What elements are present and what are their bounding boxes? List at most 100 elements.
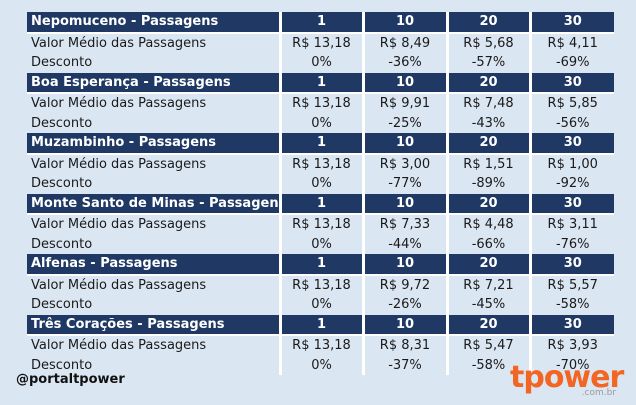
header-ticket-count: 10 [361, 314, 447, 336]
header-ticket-count: 10 [361, 254, 447, 276]
average-fare-cell: R$ 13,18 [278, 32, 363, 53]
group-header-row: Nepomuceno - Passagens 1 10 20 30 [27, 12, 614, 34]
discount-cell: -37% [361, 355, 447, 375]
average-fare-cell: R$ 7,48 [445, 93, 530, 114]
average-fare-cell: R$ 5,57 [528, 274, 614, 295]
discount-cell: 0% [278, 53, 363, 73]
discount-cell: -58% [528, 295, 614, 315]
average-fare-cell: R$ 9,91 [361, 93, 447, 114]
header-ticket-count: 10 [361, 12, 447, 34]
discount-cell: -92% [528, 174, 614, 194]
group-title: Alfenas - Passagens [27, 254, 280, 276]
value-row: Valor Médio das Passagens R$ 13,18 R$ 8,31… [27, 335, 614, 356]
fare-table-container: Nepomuceno - Passagens 1 10 20 30 Valor Médio… [27, 12, 614, 375]
tpower-logo: tpower .com.br [510, 363, 624, 399]
row-label: Valor Médio das Passagens [27, 335, 280, 356]
header-ticket-count: 30 [528, 314, 614, 336]
header-ticket-count: 1 [278, 72, 363, 94]
average-fare-cell: R$ 7,21 [445, 274, 530, 295]
discount-cell: 0% [278, 295, 363, 315]
row-label: Valor Médio das Passagens [27, 214, 280, 235]
discount-cell: -43% [445, 113, 530, 133]
group-title: Muzambinho - Passagens [27, 133, 280, 155]
header-ticket-count: 20 [445, 314, 530, 336]
average-fare-cell: R$ 1,51 [445, 153, 530, 174]
group-header-row: Três Corações - Passagens 1 10 20 30 [27, 314, 614, 336]
logo-domain: .com.br [581, 388, 616, 398]
discount-cell: 0% [278, 174, 363, 194]
row-label: Valor Médio das Passagens [27, 153, 280, 174]
social-handle: @portaltpower [16, 372, 125, 387]
header-ticket-count: 1 [278, 314, 363, 336]
discount-cell: -89% [445, 174, 530, 194]
group-title: Monte Santo de Minas - Passagens [27, 193, 280, 215]
header-ticket-count: 10 [361, 72, 447, 94]
discount-cell: -66% [445, 234, 530, 254]
discount-cell: 0% [278, 355, 363, 375]
value-row: Valor Médio das Passagens R$ 13,18 R$ 9,72… [27, 274, 614, 295]
row-label: Valor Médio das Passagens [27, 93, 280, 114]
row-label: Desconto [27, 113, 280, 133]
discount-cell: 0% [278, 234, 363, 254]
group-header-row: Monte Santo de Minas - Passagens 1 10 20 30 [27, 193, 614, 215]
group-header-row: Boa Esperança - Passagens 1 10 20 30 [27, 72, 614, 94]
discount-row: Desconto 0% -44% -66% -76% [27, 234, 614, 254]
header-ticket-count: 1 [278, 133, 363, 155]
header-ticket-count: 20 [445, 12, 530, 34]
header-ticket-count: 20 [445, 133, 530, 155]
header-ticket-count: 30 [528, 193, 614, 215]
header-ticket-count: 1 [278, 254, 363, 276]
header-ticket-count: 20 [445, 193, 530, 215]
row-label: Desconto [27, 295, 280, 315]
average-fare-cell: R$ 13,18 [278, 93, 363, 114]
row-label: Desconto [27, 355, 280, 375]
discount-cell: -26% [361, 295, 447, 315]
discount-cell: -45% [445, 295, 530, 315]
discount-cell: 0% [278, 113, 363, 133]
header-ticket-count: 20 [445, 72, 530, 94]
average-fare-cell: R$ 9,72 [361, 274, 447, 295]
average-fare-cell: R$ 8,49 [361, 32, 447, 53]
header-ticket-count: 1 [278, 193, 363, 215]
average-fare-cell: R$ 5,85 [528, 93, 614, 114]
header-ticket-count: 30 [528, 133, 614, 155]
average-fare-cell: R$ 5,47 [445, 335, 530, 356]
row-label: Valor Médio das Passagens [27, 32, 280, 53]
group-title: Três Corações - Passagens [27, 314, 280, 336]
average-fare-cell: R$ 3,11 [528, 214, 614, 235]
header-ticket-count: 10 [361, 193, 447, 215]
discount-cell: -36% [361, 53, 447, 73]
discount-cell: -58% [445, 355, 530, 375]
header-ticket-count: 30 [528, 254, 614, 276]
average-fare-cell: R$ 3,00 [361, 153, 447, 174]
value-row: Valor Médio das Passagens R$ 13,18 R$ 3,00… [27, 153, 614, 174]
average-fare-cell: R$ 13,18 [278, 214, 363, 235]
discount-row: Desconto 0% -37% -58% -70% [27, 355, 614, 375]
average-fare-cell: R$ 4,48 [445, 214, 530, 235]
value-row: Valor Médio das Passagens R$ 13,18 R$ 7,33… [27, 214, 614, 235]
discount-cell: -56% [528, 113, 614, 133]
row-label: Desconto [27, 174, 280, 194]
header-ticket-count: 1 [278, 12, 363, 34]
discount-row: Desconto 0% -26% -45% -58% [27, 295, 614, 315]
discount-cell: -25% [361, 113, 447, 133]
average-fare-cell: R$ 7,33 [361, 214, 447, 235]
group-title: Nepomuceno - Passagens [27, 12, 280, 34]
average-fare-cell: R$ 13,18 [278, 335, 363, 356]
average-fare-cell: R$ 8,31 [361, 335, 447, 356]
fare-table: Nepomuceno - Passagens 1 10 20 30 Valor Médio… [27, 12, 614, 375]
discount-row: Desconto 0% -25% -43% -56% [27, 113, 614, 133]
average-fare-cell: R$ 13,18 [278, 274, 363, 295]
group-header-row: Muzambinho - Passagens 1 10 20 30 [27, 133, 614, 155]
value-row: Valor Médio das Passagens R$ 13,18 R$ 9,91… [27, 93, 614, 114]
row-label: Desconto [27, 234, 280, 254]
average-fare-cell: R$ 4,11 [528, 32, 614, 53]
discount-row: Desconto 0% -77% -89% -92% [27, 174, 614, 194]
value-row: Valor Médio das Passagens R$ 13,18 R$ 8,49… [27, 32, 614, 53]
group-header-row: Alfenas - Passagens 1 10 20 30 [27, 254, 614, 276]
row-label: Desconto [27, 53, 280, 73]
average-fare-cell: R$ 5,68 [445, 32, 530, 53]
group-title: Boa Esperança - Passagens [27, 72, 280, 94]
discount-cell: -44% [361, 234, 447, 254]
discount-row: Desconto 0% -36% -57% -69% [27, 53, 614, 73]
